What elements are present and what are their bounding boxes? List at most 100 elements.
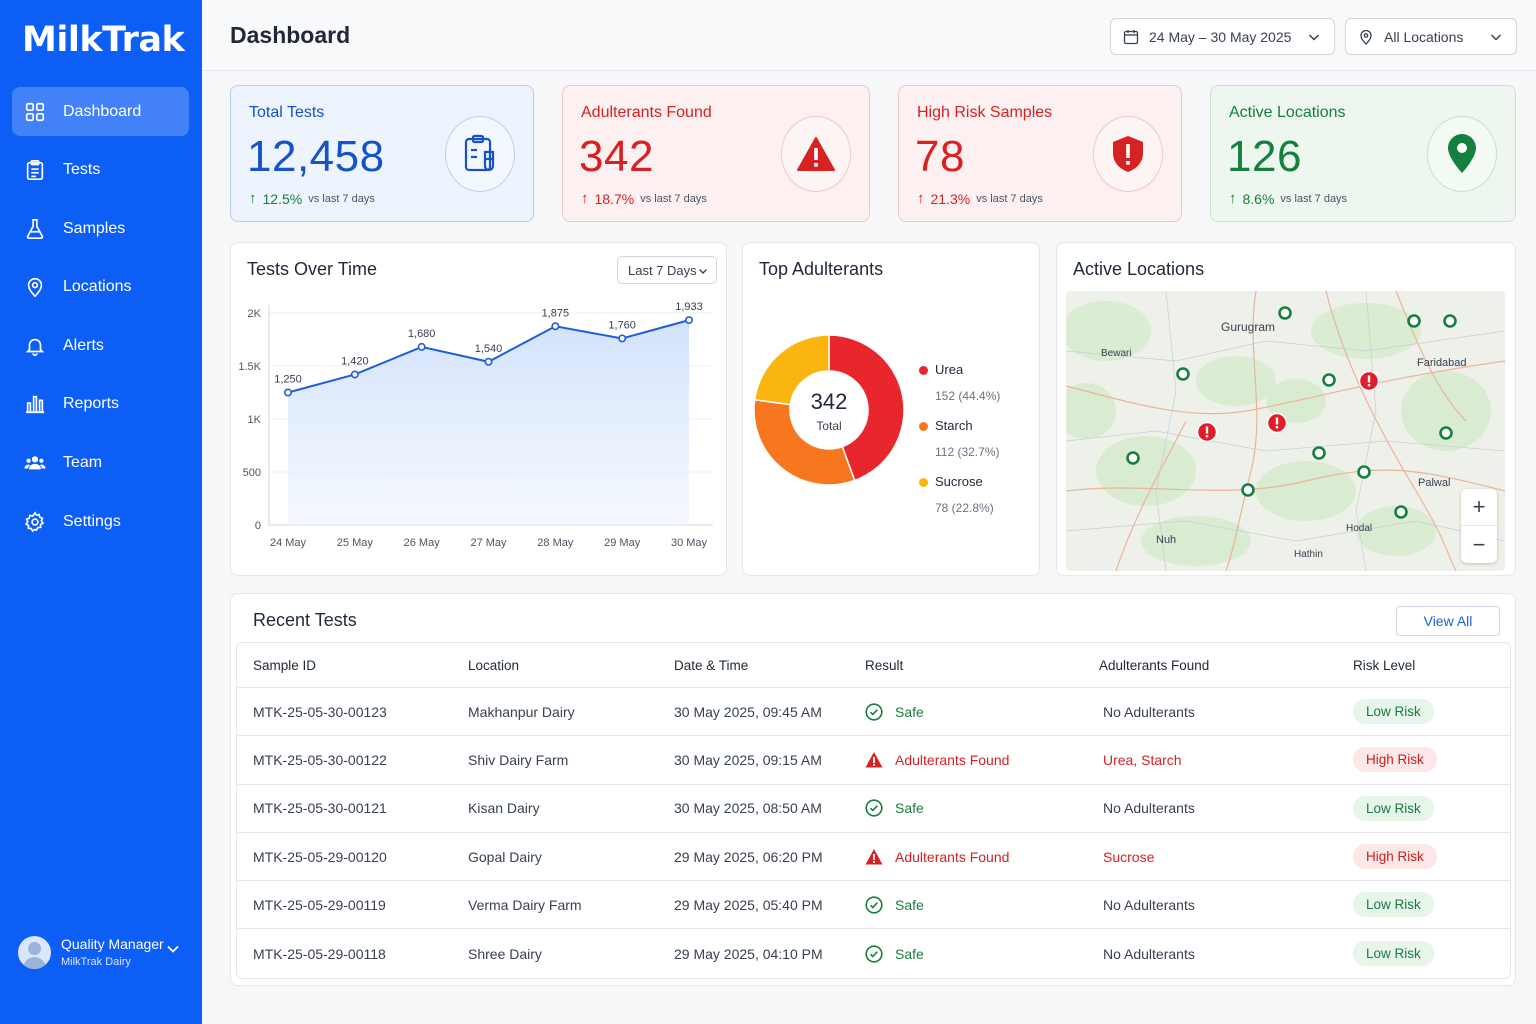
kpi-delta: ↑ 18.7% vs last 7 days	[581, 190, 707, 207]
data-point[interactable]	[484, 357, 493, 366]
chevron-down-icon	[1490, 34, 1502, 41]
cell-adulterants: No Adulterants	[1103, 703, 1195, 720]
locations-map[interactable]: Gurugram Bewari Faridabad Palwal Hodal N…	[1066, 291, 1505, 571]
location-marker-active[interactable]	[1322, 373, 1336, 387]
location-marker-alert[interactable]	[1266, 412, 1288, 434]
table-row[interactable]: MTK-25-05-29-00120 Gopal Dairy 29 May 2025…	[237, 833, 1510, 882]
cell-result: Safe	[865, 881, 924, 928]
flask-icon	[26, 218, 44, 239]
gear-icon	[24, 511, 45, 532]
zoom-out-button[interactable]: −	[1472, 531, 1486, 557]
sidebar-item-dashboard[interactable]: Dashboard	[12, 87, 189, 136]
column-header[interactable]: Location	[468, 657, 520, 673]
cell-datetime: 30 May 2025, 08:50 AM	[674, 800, 822, 817]
panel-title: Active Locations	[1073, 259, 1205, 279]
date-range-picker[interactable]: 24 May – 30 May 2025	[1110, 18, 1335, 55]
map-label-gurugram: Gurugram	[1221, 320, 1275, 334]
donut-slice-starch[interactable]	[753, 398, 856, 486]
data-point[interactable]	[618, 334, 627, 343]
data-point[interactable]	[684, 316, 693, 325]
column-header[interactable]: Risk Level	[1353, 657, 1416, 673]
kpi-delta-value: 8.6%	[1242, 190, 1275, 207]
table-row[interactable]: MTK-25-05-30-00122 Shiv Dairy Farm 30 May …	[237, 736, 1510, 785]
cell-result: Safe	[865, 688, 924, 735]
legend-swatch	[919, 478, 928, 487]
kpi-value: 342	[579, 132, 654, 181]
data-point[interactable]	[551, 322, 560, 331]
map-minor-roads	[1066, 291, 1505, 571]
sidebar-item-locations[interactable]: Locations	[12, 263, 189, 312]
user-menu[interactable]: Quality Manager MilkTrak Dairy	[18, 930, 188, 974]
map-label-faridabad: Faridabad	[1417, 357, 1467, 369]
data-label: 1,250	[274, 374, 302, 386]
avatar	[18, 935, 51, 969]
kpi-delta-value: 18.7%	[594, 190, 635, 207]
location-marker-active[interactable]	[1126, 451, 1140, 465]
location-marker-active[interactable]	[1439, 426, 1453, 440]
location-marker-active[interactable]	[1312, 446, 1326, 460]
sidebar-item-settings[interactable]: Settings	[12, 497, 189, 546]
check-circle-icon	[865, 945, 883, 963]
sidebar-item-alerts[interactable]: Alerts	[12, 321, 189, 370]
data-point[interactable]	[283, 388, 292, 397]
cell-sample-id: MTK-25-05-30-00123	[253, 703, 387, 720]
column-header[interactable]: Result	[865, 657, 904, 673]
risk-badge: Low Risk	[1353, 795, 1434, 821]
legend-item-starch: Starch 112 (32.7%)	[919, 418, 1000, 459]
table-row[interactable]: MTK-25-05-29-00119 Verma Dairy Farm 29 May…	[237, 881, 1510, 930]
map-label-nuh: Nuh	[1156, 534, 1176, 546]
sidebar-item-tests[interactable]: Tests	[12, 146, 189, 195]
data-label: 1,540	[475, 343, 503, 355]
table-row[interactable]: MTK-25-05-30-00123 Makhanpur Dairy 30 May …	[237, 688, 1510, 737]
legend-swatch	[919, 366, 928, 375]
location-marker-active[interactable]	[1394, 505, 1408, 519]
data-point[interactable]	[350, 370, 359, 379]
column-header[interactable]: Date & Time	[674, 657, 749, 673]
map-pin-icon	[27, 278, 43, 298]
sidebar-item-label: Team	[63, 454, 103, 472]
sidebar-item-samples[interactable]: Samples	[12, 204, 189, 253]
location-marker-active[interactable]	[1357, 465, 1371, 479]
sidebar-item-label: Tests	[63, 161, 101, 179]
location-marker-active[interactable]	[1407, 314, 1421, 328]
cell-adulterants: No Adulterants	[1103, 896, 1195, 913]
location-marker-alert[interactable]	[1196, 421, 1218, 443]
zoom-in-button[interactable]: +	[1461, 489, 1497, 526]
chevron-down-icon	[1308, 34, 1320, 41]
cell-risk: High Risk	[1353, 833, 1437, 880]
calendar-icon	[1123, 29, 1139, 44]
cell-location: Shiv Dairy Farm	[468, 751, 569, 768]
kpi-total-tests[interactable]: Total Tests 12,458 ↑ 12.5% vs last 7 day…	[230, 85, 534, 222]
donut-slice-urea[interactable]	[828, 334, 905, 482]
location-marker-alert[interactable]	[1358, 370, 1380, 392]
range-select[interactable]: Last 7 Days	[617, 256, 717, 284]
kpi-active-locations[interactable]: Active Locations 126 ↑ 8.6% vs last 7 da…	[1210, 85, 1516, 222]
location-marker-active[interactable]	[1241, 483, 1255, 497]
location-filter[interactable]: All Locations	[1345, 18, 1517, 55]
cell-risk: Low Risk	[1353, 785, 1434, 832]
kpi-high-risk-samples[interactable]: High Risk Samples 78 ↑ 21.3% vs last 7 d…	[898, 85, 1182, 222]
users-icon	[24, 456, 46, 470]
donut-legend: Urea 152 (44.4%) Starch 112 (32.7%) Sucr…	[919, 362, 1000, 530]
column-header[interactable]: Adulterants Found	[1099, 657, 1210, 673]
map-label-palwal: Palwal	[1418, 477, 1450, 489]
data-point[interactable]	[417, 342, 426, 351]
kpi-adulterants-found[interactable]: Adulterants Found 342 ↑ 18.7% vs last 7 …	[562, 85, 870, 222]
sidebar-item-team[interactable]: Team	[12, 439, 189, 488]
view-all-button[interactable]: View All	[1396, 606, 1500, 636]
location-marker-active[interactable]	[1176, 367, 1190, 381]
table-row[interactable]: MTK-25-05-30-00121 Kisan Dairy 30 May 2025…	[237, 785, 1510, 833]
cell-adulterants: Sucrose	[1103, 848, 1155, 865]
sidebar-item-reports[interactable]: Reports	[12, 380, 189, 429]
result-text: Safe	[895, 896, 924, 913]
kpi-delta: ↑ 12.5% vs last 7 days	[249, 190, 375, 207]
cell-sample-id: MTK-25-05-30-00121	[253, 800, 387, 817]
column-header[interactable]: Sample ID	[253, 657, 317, 673]
table-row[interactable]: MTK-25-05-29-00118 Shree Dairy 29 May 2025…	[237, 929, 1510, 977]
kpi-delta: ↑ 21.3% vs last 7 days	[917, 190, 1043, 207]
location-marker-active[interactable]	[1443, 314, 1457, 328]
y-tick-label: 1K	[248, 414, 262, 426]
cell-result: Adulterants Found	[865, 736, 1009, 783]
donut-slice-sucrose[interactable]	[753, 334, 830, 406]
location-marker-active[interactable]	[1278, 306, 1292, 320]
